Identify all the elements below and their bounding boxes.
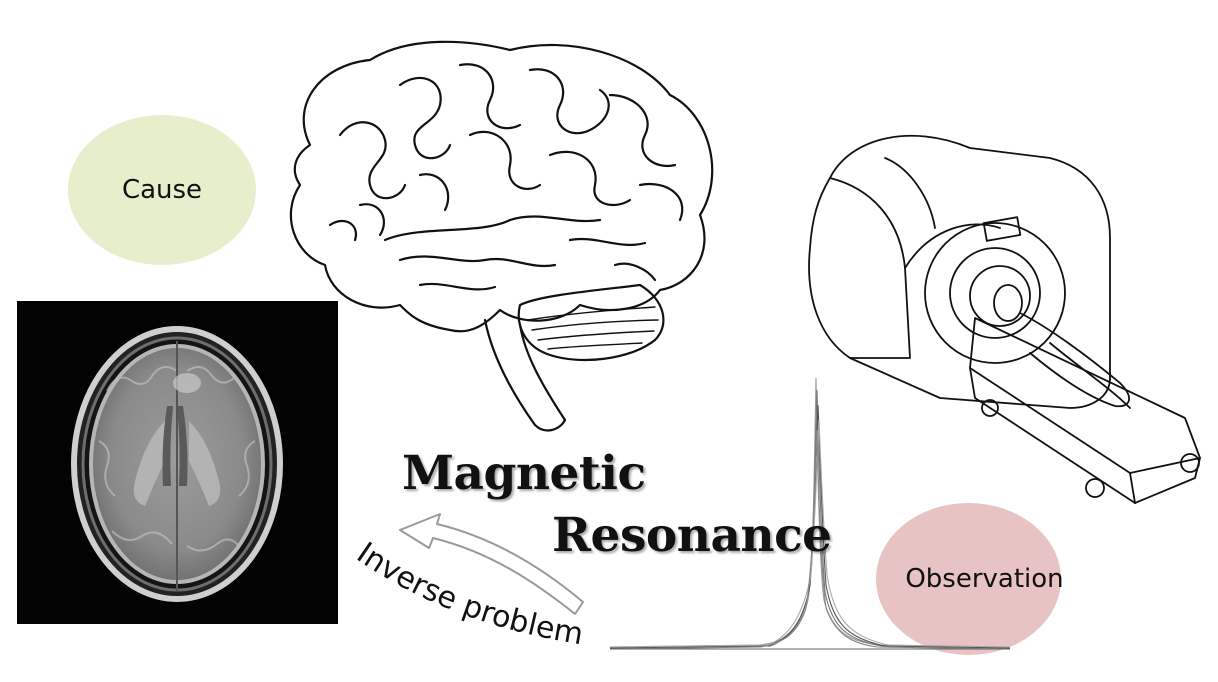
mr-signal-peak-icon xyxy=(610,377,1011,650)
cause-node: Cause xyxy=(68,115,256,265)
inverse-problem-label: Inverse problem xyxy=(350,540,585,652)
svg-text:Inverse problem: Inverse problem xyxy=(350,540,585,652)
cause-label: Cause xyxy=(121,175,203,205)
title-line-1: Magnetic xyxy=(402,446,646,501)
observation-node: Observation xyxy=(876,503,1064,655)
title-line-2: Resonance xyxy=(552,508,832,563)
curved-arrow-icon xyxy=(399,513,584,615)
brain-icon xyxy=(289,40,714,432)
mri-scanner-icon xyxy=(808,134,1201,504)
mri-scan-image xyxy=(17,301,338,624)
observation-label: Observation xyxy=(905,564,1064,594)
inverse-problem-text: Inverse problem xyxy=(350,540,585,652)
